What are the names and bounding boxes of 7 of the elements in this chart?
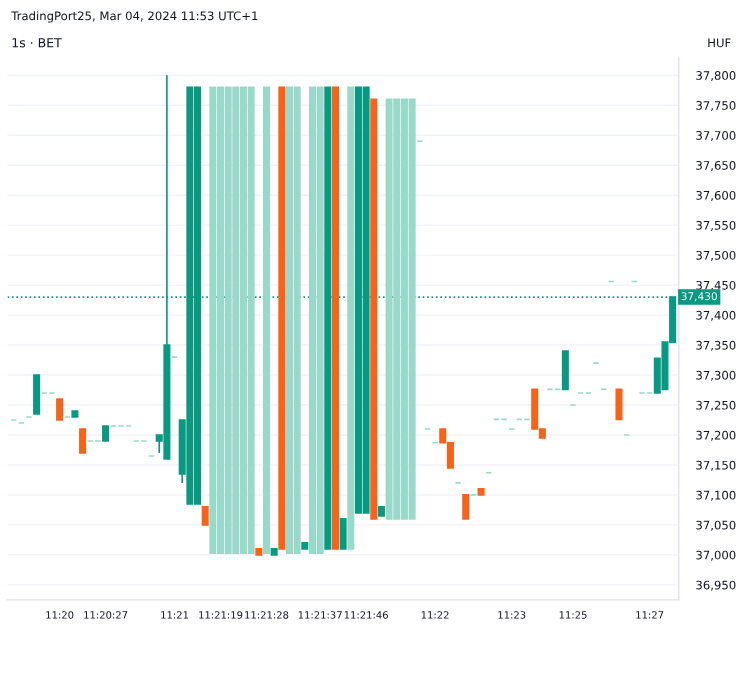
candlestick <box>615 388 623 421</box>
candlestick <box>339 518 347 550</box>
candlestick <box>79 428 87 454</box>
candlestick <box>56 398 64 421</box>
candlestick <box>33 374 41 415</box>
candlestick <box>561 350 569 391</box>
candlestick <box>462 494 470 520</box>
